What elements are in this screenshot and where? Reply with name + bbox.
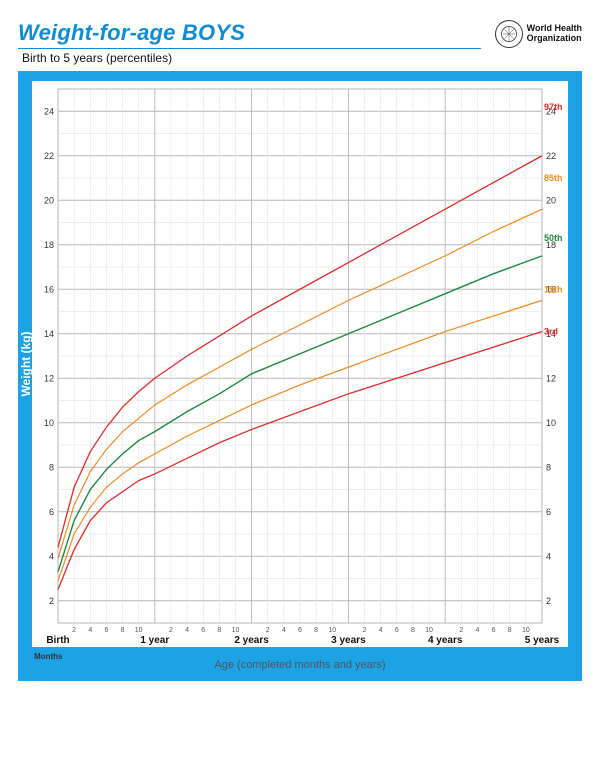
svg-text:2: 2 [459, 627, 463, 634]
who-logo-text: World Health Organization [527, 24, 582, 44]
svg-text:16: 16 [44, 284, 54, 294]
x-axis-label: Age (completed months and years) [214, 659, 385, 671]
who-logo-text-l2: Organization [527, 34, 582, 44]
chart-svg: 2244668810101212141416161818202022222424… [32, 81, 568, 647]
svg-text:10: 10 [232, 627, 240, 634]
svg-text:4: 4 [88, 627, 92, 634]
svg-text:8: 8 [508, 627, 512, 634]
svg-text:20: 20 [546, 195, 556, 205]
svg-text:8: 8 [121, 627, 125, 634]
svg-text:10: 10 [522, 627, 530, 634]
svg-text:15th: 15th [544, 284, 563, 294]
header: Weight-for-age BOYS Birth to 5 years (pe… [18, 20, 582, 65]
svg-text:97th: 97th [544, 102, 563, 112]
svg-text:6: 6 [104, 627, 108, 634]
svg-text:10: 10 [135, 627, 143, 634]
svg-text:10: 10 [425, 627, 433, 634]
svg-text:2: 2 [49, 596, 54, 606]
svg-text:8: 8 [217, 627, 221, 634]
svg-text:8: 8 [546, 462, 551, 472]
svg-text:2: 2 [546, 596, 551, 606]
svg-text:8: 8 [314, 627, 318, 634]
svg-text:2: 2 [169, 627, 173, 634]
svg-text:12: 12 [44, 373, 54, 383]
svg-text:6: 6 [298, 627, 302, 634]
svg-text:6: 6 [546, 507, 551, 517]
title-block: Weight-for-age BOYS Birth to 5 years (pe… [18, 20, 481, 65]
svg-text:6: 6 [492, 627, 496, 634]
svg-text:6: 6 [201, 627, 205, 634]
svg-text:8: 8 [49, 462, 54, 472]
svg-text:4: 4 [379, 627, 383, 634]
svg-text:Birth: Birth [46, 635, 69, 646]
svg-text:85th: 85th [544, 173, 563, 183]
svg-text:8: 8 [411, 627, 415, 634]
svg-text:22: 22 [546, 151, 556, 161]
growth-chart: Weight (kg) Months Age (completed months… [18, 71, 582, 681]
months-label: Months [34, 652, 62, 661]
svg-text:10: 10 [546, 418, 556, 428]
svg-text:50th: 50th [544, 233, 563, 243]
page: Weight-for-age BOYS Birth to 5 years (pe… [0, 0, 600, 760]
svg-text:5 years: 5 years [525, 635, 560, 646]
svg-text:4: 4 [282, 627, 286, 634]
page-subtitle: Birth to 5 years (percentiles) [22, 51, 481, 65]
svg-text:4: 4 [185, 627, 189, 634]
svg-text:4: 4 [476, 627, 480, 634]
svg-text:10: 10 [328, 627, 336, 634]
svg-text:2: 2 [266, 627, 270, 634]
svg-text:12: 12 [546, 373, 556, 383]
svg-text:6: 6 [49, 507, 54, 517]
svg-text:3 years: 3 years [331, 635, 366, 646]
svg-text:4: 4 [546, 551, 551, 561]
svg-text:2 years: 2 years [234, 635, 269, 646]
svg-text:4 years: 4 years [428, 635, 463, 646]
svg-text:4: 4 [49, 551, 54, 561]
who-emblem-icon [495, 20, 523, 48]
svg-text:10: 10 [44, 418, 54, 428]
svg-text:1 year: 1 year [140, 635, 169, 646]
svg-text:3rd: 3rd [544, 327, 558, 337]
svg-text:18: 18 [44, 240, 54, 250]
y-axis-label: Weight (kg) [19, 331, 33, 396]
who-logo: World Health Organization [495, 20, 582, 48]
svg-text:2: 2 [363, 627, 367, 634]
svg-text:20: 20 [44, 195, 54, 205]
svg-text:6: 6 [395, 627, 399, 634]
svg-text:2: 2 [72, 627, 76, 634]
svg-text:14: 14 [44, 329, 54, 339]
page-title: Weight-for-age BOYS [18, 20, 481, 49]
svg-text:24: 24 [44, 106, 54, 116]
svg-text:22: 22 [44, 151, 54, 161]
